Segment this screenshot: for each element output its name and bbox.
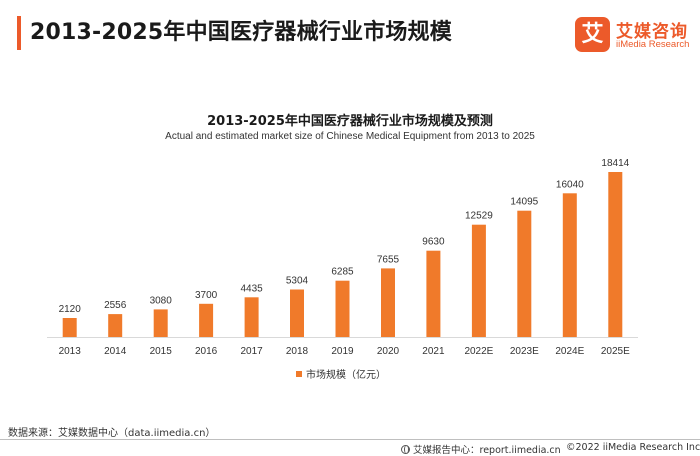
bar-2025E — [608, 172, 623, 337]
x-tick-2017: 2017 — [240, 346, 263, 357]
x-tick-2018: 2018 — [286, 346, 309, 357]
bar-2020 — [381, 268, 395, 337]
legend-swatch — [296, 370, 302, 377]
x-tick-2023E: 2023E — [510, 346, 539, 357]
bar-2016 — [199, 303, 214, 337]
x-tick-2015: 2015 — [150, 346, 173, 357]
data-label-2015: 3080 — [150, 295, 173, 306]
footer-divider — [0, 439, 700, 440]
data-label-2013: 2120 — [59, 304, 82, 315]
data-label-2020: 7655 — [377, 254, 400, 265]
bar-2022E — [471, 224, 486, 337]
copyright: ©2022 iiMedia Research Inc — [566, 442, 700, 453]
bar-2013 — [62, 318, 77, 337]
logo-mark-icon: 艾 — [575, 17, 610, 52]
data-label-2023E: 14095 — [510, 197, 538, 208]
data-label-2017: 4435 — [240, 283, 263, 294]
logo-name-en: iiMedia Research — [616, 39, 690, 50]
x-tick-2022E: 2022E — [464, 346, 493, 357]
bar-2014 — [108, 314, 123, 337]
x-tick-2013: 2013 — [59, 346, 82, 357]
bar-2023E — [517, 210, 532, 337]
x-tick-2020: 2020 — [377, 346, 400, 357]
data-label-2014: 2556 — [104, 300, 127, 311]
report-center: 艾媒报告中心：report.iimedia.cn — [401, 442, 561, 456]
data-label-2019: 6285 — [331, 267, 354, 278]
data-label-2016: 3700 — [195, 290, 218, 301]
bar-2024E — [562, 193, 577, 337]
bar-2018 — [290, 289, 304, 337]
x-tick-2021: 2021 — [422, 346, 445, 357]
x-tick-2024E: 2024E — [555, 346, 584, 357]
data-label-2018: 5304 — [286, 276, 309, 287]
x-tick-2019: 2019 — [331, 346, 354, 357]
chart-legend: 市场规模（亿元） — [296, 366, 386, 381]
iimedia-logo: 艾 艾媒咨询 iiMedia Research — [575, 17, 695, 57]
x-tick-2014: 2014 — [104, 346, 127, 357]
bar-2021 — [426, 250, 441, 337]
bar-2017 — [244, 297, 259, 337]
report-center-text: 艾媒报告中心：report.iimedia.cn — [413, 445, 561, 456]
title-accent-bar — [17, 16, 21, 50]
data-label-2021: 9630 — [422, 237, 445, 248]
x-tick-2025E: 2025E — [601, 346, 630, 357]
bar-2019 — [335, 280, 350, 337]
legend-label: 市场规模（亿元） — [306, 370, 386, 381]
bar-2015 — [153, 309, 168, 337]
chart-title: 2013-2025年中国医疗器械行业市场规模及预测 — [207, 114, 493, 129]
globe-icon — [401, 444, 410, 454]
page-title: 2013-2025年中国医疗器械行业市场规模 — [30, 20, 452, 45]
chart-subtitle: Actual and estimated market size of Chin… — [165, 131, 535, 142]
data-label-2022E: 12529 — [465, 211, 493, 222]
logo-name-cn: 艾媒咨询 — [616, 22, 688, 42]
x-tick-2016: 2016 — [195, 346, 218, 357]
data-label-2025E: 18414 — [601, 158, 629, 169]
data-source: 数据来源：艾媒数据中心（data.iimedia.cn） — [8, 428, 216, 439]
data-label-2024E: 16040 — [556, 179, 584, 190]
